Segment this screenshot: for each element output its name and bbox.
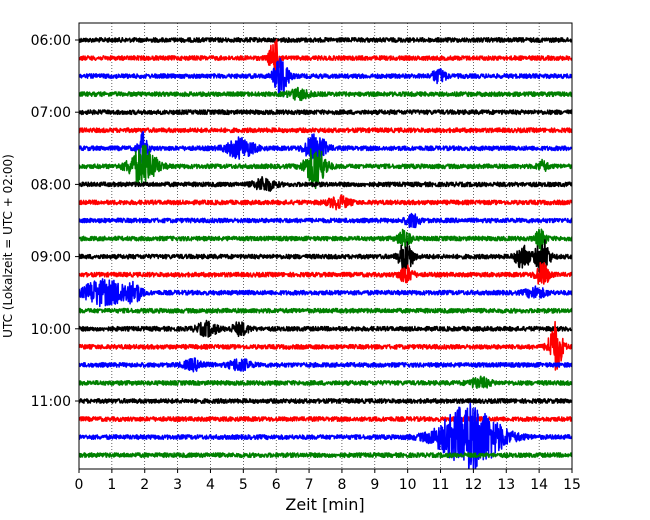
trace-06:30 <box>79 57 572 98</box>
x-tick-label: 1 <box>107 477 116 493</box>
x-tick-label: 14 <box>530 477 548 493</box>
trace-10:00 <box>79 319 572 338</box>
trace-10:30 <box>79 357 572 373</box>
x-axis-label: Zeit [min] <box>285 495 364 514</box>
y-axis: 06:00 07:00 08:00 09:00 10:00 11:00 <box>31 33 79 410</box>
trace-layer <box>79 36 572 469</box>
trace-09:15 <box>79 261 572 285</box>
x-tick-label: 8 <box>337 477 346 493</box>
x-tick-label: 7 <box>305 477 314 493</box>
trace-09:45 <box>79 307 572 314</box>
y-axis-label: UTC (Lokalzeit = UTC + 02:00) <box>1 154 15 338</box>
y-tick-label: 11:00 <box>31 394 71 410</box>
trace-07:30 <box>79 130 572 165</box>
trace-09:30 <box>79 278 572 308</box>
x-tick-label: 11 <box>432 477 450 493</box>
x-tick-label: 0 <box>75 477 84 493</box>
y-tick-label: 08:00 <box>31 177 71 193</box>
trace-07:15 <box>79 127 572 134</box>
trace-10:15 <box>79 320 572 371</box>
x-tick-label: 10 <box>399 477 417 493</box>
trace-07:00 <box>79 109 572 116</box>
trace-11:00 <box>79 397 572 405</box>
trace-11:15 <box>79 416 572 423</box>
y-tick-label: 07:00 <box>31 105 71 121</box>
x-tick-label: 6 <box>272 477 281 493</box>
x-tick-label: 12 <box>464 477 482 493</box>
x-tick-label: 13 <box>497 477 515 493</box>
x-tick-label: 4 <box>206 477 215 493</box>
y-tick-label: 06:00 <box>31 33 71 49</box>
trace-11:30 <box>79 402 572 469</box>
trace-08:30 <box>79 212 572 229</box>
trace-08:00 <box>79 176 572 192</box>
x-tick-label: 15 <box>563 477 581 493</box>
trace-06:45 <box>79 86 572 102</box>
trace-09:00 <box>79 239 572 275</box>
trace-07:45 <box>79 144 572 190</box>
trace-08:15 <box>79 194 572 211</box>
trace-10:45 <box>79 375 572 390</box>
x-axis: 0 1 2 3 4 5 6 7 8 9 10 11 12 13 14 15 <box>75 469 581 493</box>
plot-frame <box>78 22 573 470</box>
x-tick-label: 9 <box>370 477 379 493</box>
y-tick-label: 09:00 <box>31 250 71 266</box>
trace-08:45 <box>79 228 572 251</box>
trace-06:15 <box>79 38 572 77</box>
x-tick-label: 2 <box>140 477 149 493</box>
x-tick-label: 5 <box>239 477 248 493</box>
x-tick-label: 3 <box>173 477 182 493</box>
y-tick-label: 10:00 <box>31 322 71 338</box>
trace-06:00 <box>79 36 572 44</box>
trace-11:45 <box>79 452 572 459</box>
